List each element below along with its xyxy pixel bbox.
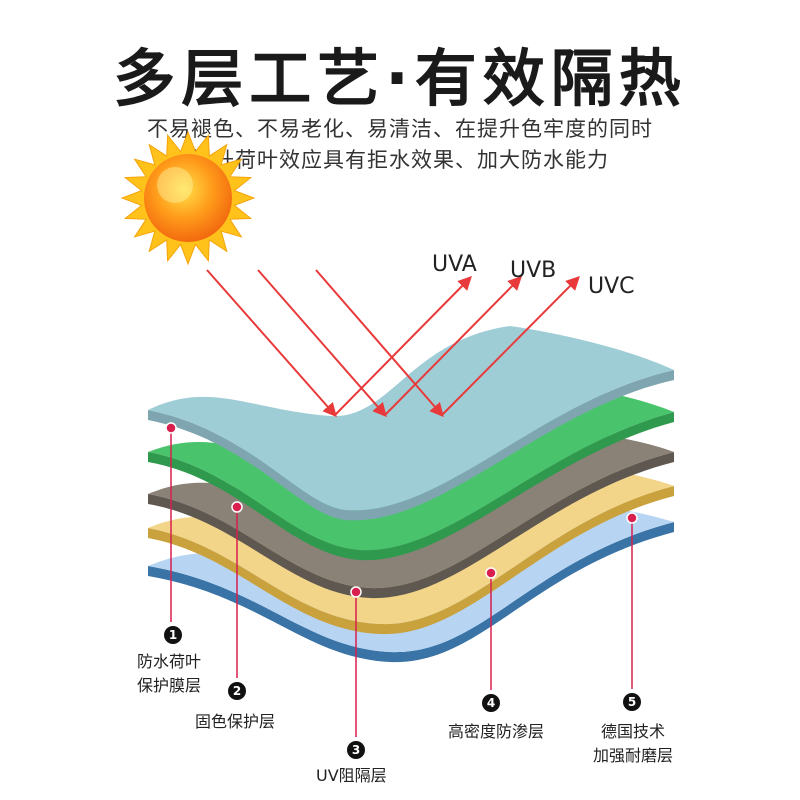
ray-label-uva: UVA — [432, 252, 477, 277]
layer-marker-dot-2 — [231, 501, 243, 513]
layer-1-shape — [148, 326, 674, 521]
page-title: 多层工艺·有效隔热 — [113, 42, 687, 115]
sun-icon — [120, 130, 256, 266]
layer-1-label: 防水荷叶 保护膜层 — [137, 650, 201, 698]
layer-marker-dot-5 — [626, 512, 638, 524]
reflected-ray-1 — [334, 276, 472, 416]
layer-1-label-line-1: 防水荷叶 — [137, 652, 202, 671]
subtitle-line-2: 提升荷叶效应具有拒水效果、加大防水能力 — [191, 148, 609, 172]
layer-5-label-line-2: 加强耐磨层 — [592, 746, 673, 765]
layer-4-number-badge: 4 — [482, 694, 500, 712]
layer-2-label: 固色保护层 — [195, 712, 276, 731]
layer-marker-dot-1 — [165, 422, 177, 434]
layer-4-label: 高密度防渗层 — [448, 722, 545, 741]
layer-5-label: 德国技术 加强耐磨层 — [585, 720, 681, 768]
incoming-ray-3 — [315, 269, 444, 418]
ray-label-uvc: UVC — [588, 274, 635, 299]
layer-marker-dot-4 — [485, 567, 497, 579]
reflected-ray-2 — [384, 276, 522, 416]
layer-marker-dot-3 — [350, 586, 362, 598]
incoming-ray-1 — [206, 269, 337, 418]
layer-5-number-badge: 5 — [623, 693, 641, 711]
layer-1-label-line-2: 保护膜层 — [137, 676, 202, 695]
subtitle-line-1: 不易褪色、不易老化、易清洁、在提升色牢度的同时 — [147, 117, 653, 141]
ray-label-uvb: UVB — [510, 258, 557, 283]
layer-2-number-badge: 2 — [228, 682, 246, 700]
incoming-ray-2 — [257, 269, 387, 418]
reflected-ray-3 — [441, 276, 580, 416]
layer-5-label-line-1: 德国技术 — [600, 722, 665, 741]
layer-1-number-badge: 1 — [164, 626, 182, 644]
layer-3-number-badge: 3 — [347, 741, 365, 759]
layer-3-label: UV阻隔层 — [316, 766, 387, 785]
